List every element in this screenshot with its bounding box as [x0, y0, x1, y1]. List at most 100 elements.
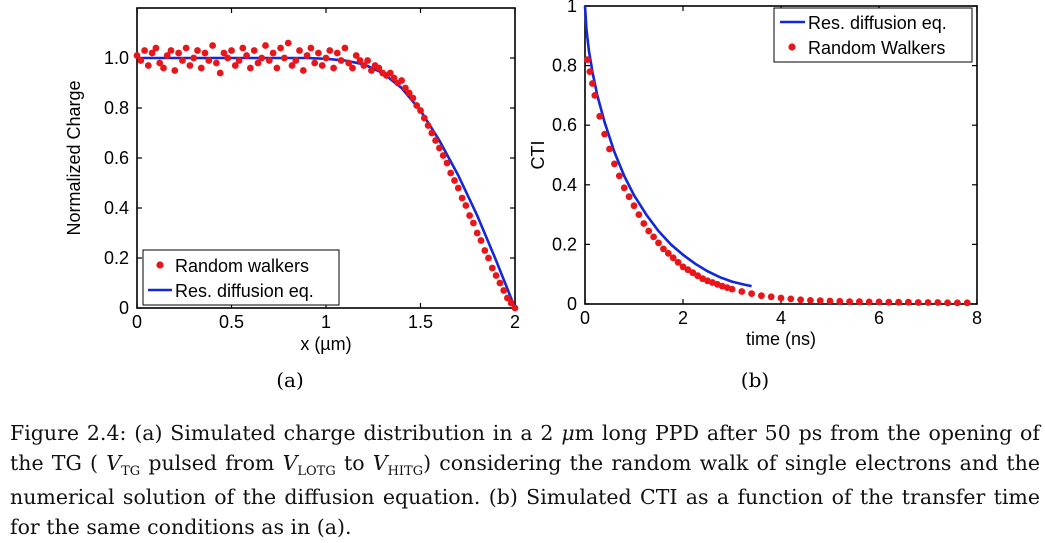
data-point [905, 298, 912, 306]
x-tick-label: 2 [510, 312, 520, 332]
data-point [182, 44, 190, 52]
data-point [758, 292, 765, 300]
data-point [322, 54, 330, 62]
data-point [190, 54, 198, 62]
data-point [797, 296, 804, 304]
caption-part3: pulsed from [140, 451, 283, 475]
y-tick-label: 0.4 [552, 175, 577, 195]
data-point [458, 194, 466, 202]
data-point [451, 177, 458, 184]
data-point [963, 299, 971, 307]
data-point [398, 77, 405, 84]
caption-v-symbol: V [106, 451, 122, 475]
caption-v-symbol: V [372, 451, 388, 475]
figure: 0 0.5 1 1.5 2 0 0.2 0.4 0.6 0.8 1.0 Random walkers… [64, 0, 982, 392]
data-point [269, 49, 277, 57]
x-tick-label: 1 [321, 312, 331, 332]
data-point [281, 54, 288, 62]
data-point [352, 52, 360, 59]
y-tick-label: 0.6 [552, 115, 577, 135]
data-point [341, 44, 349, 52]
data-point [186, 62, 194, 69]
data-point [402, 84, 409, 92]
legend-box [773, 7, 973, 63]
data-point [836, 297, 844, 305]
data-point [360, 62, 368, 69]
legend-label-diffusion: Res. diffusion eq. [808, 13, 947, 33]
data-point [277, 44, 284, 52]
data-point [669, 254, 677, 262]
data-point [345, 59, 353, 67]
data-point [439, 152, 447, 159]
data-point [443, 159, 451, 167]
data-point [767, 293, 775, 301]
y-axis-label: Normalized Charge [64, 80, 84, 235]
x-axis-label: time (ns) [746, 329, 816, 349]
data-point [337, 57, 345, 64]
data-point [481, 247, 489, 254]
legend: Random walkers Res. diffusion eq. [142, 249, 340, 306]
y-tick-label: 0.8 [104, 98, 129, 118]
ticks: 0 0.5 1 1.5 2 0 0.2 0.4 0.6 0.8 1.0 [104, 8, 520, 332]
y-tick-label: 0.6 [104, 148, 129, 168]
data-point [615, 172, 623, 180]
data-point [299, 67, 307, 74]
data-point [292, 57, 300, 64]
data-point [265, 57, 273, 64]
data-point [496, 279, 504, 287]
x-tick-label: 8 [972, 308, 982, 328]
data-layer [133, 39, 519, 312]
data-point [156, 59, 164, 67]
caption-part5: ) considering the random walk of single … [10, 451, 1040, 539]
caption-prefix: Figure 2.4: (a) Simulated charge distrib… [10, 421, 562, 445]
data-point [326, 47, 334, 54]
data-point [201, 49, 209, 57]
data-point [934, 299, 942, 306]
data-point [247, 64, 254, 72]
data-point [333, 49, 341, 57]
panel-b-label: (b) [741, 368, 769, 392]
data-point [470, 219, 477, 227]
data-point [601, 130, 608, 138]
data-point [160, 64, 167, 72]
data-point [674, 258, 682, 266]
data-point [625, 193, 633, 201]
data-point [466, 212, 473, 219]
data-point [420, 114, 428, 122]
data-point [231, 62, 239, 69]
data-point [405, 89, 413, 97]
panel-a-charge-distribution: 0 0.5 1 1.5 2 0 0.2 0.4 0.6 0.8 1.0 Random walkers… [64, 7, 520, 392]
data-point [477, 237, 485, 244]
data-point [816, 297, 824, 305]
data-point [511, 304, 519, 312]
data-point [885, 298, 893, 306]
data-point [684, 266, 692, 274]
y-tick-label: 0 [119, 298, 129, 318]
data-point [409, 94, 417, 102]
legend-marker-random-walkers [788, 43, 796, 51]
y-tick-label: 1 [567, 0, 577, 16]
y-tick-label: 0.8 [552, 56, 577, 76]
data-point [428, 129, 436, 137]
data-point [589, 80, 596, 87]
data-point [488, 264, 496, 272]
legend-label-random-walkers: Random Walkers [808, 38, 945, 58]
legend-label-diffusion: Res. diffusion eq. [175, 281, 314, 301]
data-point [826, 297, 834, 305]
data-point [611, 160, 618, 168]
data-point [447, 169, 455, 177]
y-tick-label: 0.2 [552, 234, 577, 254]
y-tick-label: 0 [567, 294, 577, 314]
data-point [250, 47, 258, 54]
data-point [239, 44, 247, 52]
data-point [485, 254, 492, 262]
data-point [630, 202, 638, 210]
data-point [504, 294, 511, 302]
data-point [807, 297, 814, 304]
data-point [596, 112, 604, 120]
data-point [417, 107, 424, 114]
caption-v-symbol: V [282, 451, 298, 475]
data-point [167, 47, 175, 54]
data-point [645, 227, 653, 235]
panel-a-label: (a) [276, 368, 304, 392]
